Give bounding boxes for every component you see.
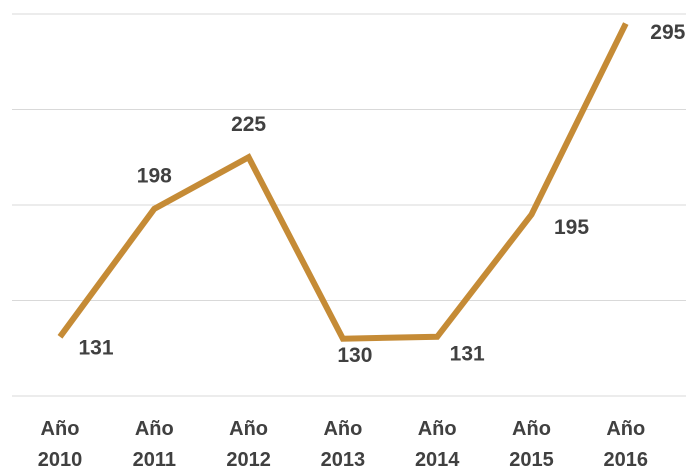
x-tick-label: Año 2012 bbox=[226, 418, 271, 469]
data-label: 225 bbox=[231, 113, 266, 136]
line bbox=[57, 22, 629, 342]
x-tick-label: Año 2014 bbox=[414, 418, 460, 469]
data-label: 195 bbox=[554, 216, 589, 239]
data-label: 130 bbox=[337, 344, 372, 367]
data-label: 198 bbox=[137, 164, 172, 187]
data-label: 295 bbox=[650, 21, 685, 44]
data-label: 131 bbox=[78, 336, 113, 359]
x-tick-label: Año 2010 bbox=[37, 418, 83, 469]
x-tick-label: Año 2013 bbox=[320, 418, 366, 469]
x-tick-label: Año 2015 bbox=[509, 418, 554, 469]
data-label: 131 bbox=[450, 342, 485, 365]
x-tick-label: Año 2011 bbox=[132, 418, 176, 469]
x-tick-label: Año 2016 bbox=[603, 418, 649, 469]
